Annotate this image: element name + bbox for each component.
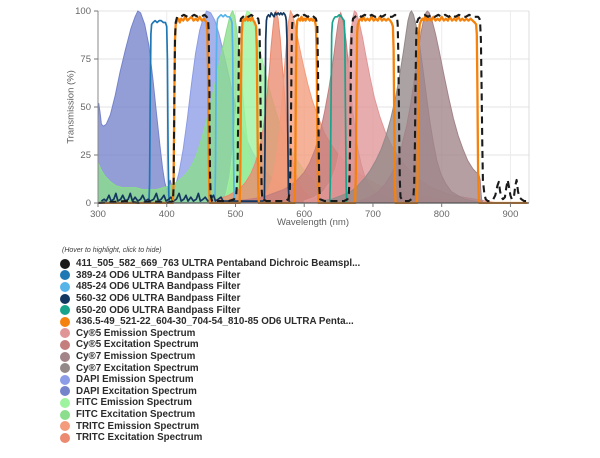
legend-item[interactable]: 436.5-49_521-22_604-30_704-54_810-85 OD6… [60, 316, 580, 328]
legend-label: 560-32 OD6 ULTRA Bandpass Filter [76, 293, 241, 305]
legend-swatch-icon [60, 397, 70, 408]
series-485-24 OD6 ULTRA Bandpass Filter[interactable] [214, 13, 236, 204]
legend-label: FITC Emission Spectrum [76, 397, 192, 409]
x-tick-label: 500 [228, 209, 244, 220]
legend-label: 650-20 OD6 ULTRA Bandpass Filter [76, 304, 241, 316]
legend-label: FITC Excitation Spectrum [76, 409, 196, 421]
legend-swatch-icon [60, 281, 70, 292]
legend-label: DAPI Emission Spectrum [76, 374, 194, 386]
legend-label: 485-24 OD6 ULTRA Bandpass Filter [76, 281, 241, 293]
legend-swatch-icon [60, 432, 70, 443]
legend-swatch-icon [60, 270, 70, 281]
legend-item[interactable]: TRITC Emission Spectrum [60, 420, 580, 432]
series-389-24 OD6 ULTRA Bandpass Filter[interactable] [148, 19, 171, 204]
legend-swatch-icon [60, 421, 70, 432]
legend-note: (Hover to highlight, click to hide) [62, 247, 162, 254]
y-tick-label: 25 [80, 150, 91, 161]
legend-swatch-icon [60, 328, 70, 339]
y-tick-label: 100 [75, 6, 91, 17]
legend-item[interactable]: TRITC Excitation Spectrum [60, 432, 580, 444]
legend-item[interactable]: 650-20 OD6 ULTRA Bandpass Filter [60, 304, 580, 316]
legend-item[interactable]: DAPI Excitation Spectrum [60, 386, 580, 398]
legend-item[interactable]: DAPI Emission Spectrum [60, 374, 580, 386]
legend-label: TRITC Emission Spectrum [76, 420, 200, 432]
legend: (Hover to highlight, click to hide) 411_… [60, 247, 580, 444]
legend-label: TRITC Excitation Spectrum [76, 432, 203, 444]
y-tick-label: 0 [86, 198, 91, 209]
legend-swatch-icon [60, 339, 70, 350]
legend-item[interactable]: Cy®5 Emission Spectrum [60, 328, 580, 340]
legend-label: 389-24 OD6 ULTRA Bandpass Filter [76, 269, 241, 281]
series-group [98, 10, 528, 204]
legend-item[interactable]: Cy®5 Excitation Spectrum [60, 339, 580, 351]
x-tick-label: 700 [365, 209, 381, 220]
series-650-20 OD6 ULTRA Bandpass Filter[interactable] [328, 13, 348, 204]
chart-canvas[interactable]: 300 400 500 600 700 800 900 0 25 50 75 100 [0, 0, 600, 240]
y-axis-label: Transmission (%) [65, 70, 77, 144]
legend-item[interactable]: FITC Excitation Spectrum [60, 409, 580, 421]
x-tick-label: 400 [159, 209, 175, 220]
x-tick-label: 600 [296, 209, 312, 220]
legend-swatch-icon [60, 363, 70, 374]
legend-label: 436.5-49_521-22_604-30_704-54_810-85 OD6… [76, 316, 354, 328]
legend-item[interactable]: 389-24 OD6 ULTRA Bandpass Filter [60, 270, 580, 282]
legend-label: 411_505_582_669_763 ULTRA Pentaband Dich… [76, 258, 361, 270]
x-axis-label: Wavelength (nm) [277, 217, 349, 228]
legend-item[interactable]: 560-32 OD6 ULTRA Bandpass Filter [60, 293, 580, 305]
legend-label: Cy®7 Excitation Spectrum [76, 362, 199, 374]
legend-item[interactable]: Cy®7 Emission Spectrum [60, 351, 580, 363]
x-tick-label: 900 [503, 209, 519, 220]
legend-label: Cy®7 Emission Spectrum [76, 351, 196, 363]
legend-swatch-icon [60, 293, 70, 304]
legend-swatch-icon [60, 316, 70, 327]
legend-items: 411_505_582_669_763 ULTRA Pentaband Dich… [60, 258, 580, 444]
y-tick-label: 50 [80, 102, 91, 113]
x-tick-label: 300 [90, 209, 106, 220]
legend-swatch-icon [60, 374, 70, 385]
series-436.5-49_521-22_604-30_704-54_810-85 OD6 ULTRA Pentaband Filter[interactable] [98, 15, 528, 204]
x-tick-label: 800 [434, 209, 450, 220]
legend-item[interactable]: FITC Emission Spectrum [60, 397, 580, 409]
legend-item[interactable]: 411_505_582_669_763 ULTRA Pentaband Dich… [60, 258, 580, 270]
legend-swatch-icon [60, 305, 70, 316]
legend-label: DAPI Excitation Spectrum [76, 385, 197, 397]
legend-swatch-icon [60, 409, 70, 420]
series-411_505_582_669_763 ULTRA Pentaband Dichroic Beamsplitter[interactable] [98, 13, 528, 204]
legend-label: Cy®5 Emission Spectrum [76, 327, 196, 339]
legend-item[interactable]: 485-24 OD6 ULTRA Bandpass Filter [60, 281, 580, 293]
legend-item[interactable]: Cy®7 Excitation Spectrum [60, 362, 580, 374]
series-560-32 OD6 ULTRA Bandpass Filter[interactable] [100, 12, 292, 204]
legend-label: Cy®5 Excitation Spectrum [76, 339, 199, 351]
legend-swatch-icon [60, 258, 70, 269]
legend-swatch-icon [60, 351, 70, 362]
y-tick-label: 75 [80, 54, 91, 65]
legend-swatch-icon [60, 386, 70, 397]
